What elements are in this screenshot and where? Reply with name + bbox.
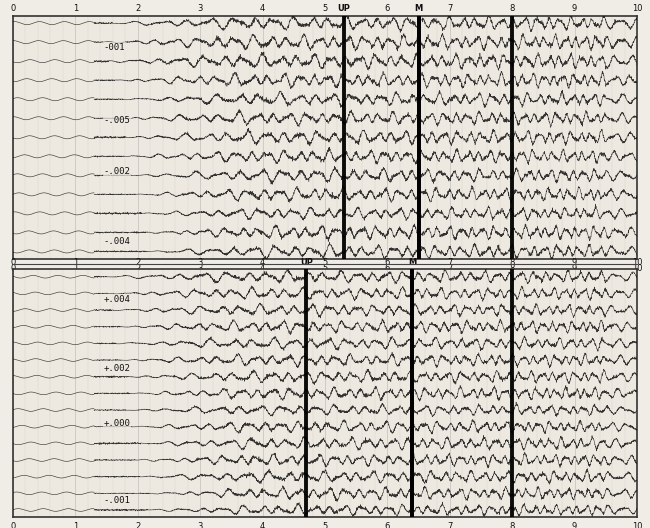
Text: 7: 7	[447, 258, 452, 267]
Text: 2: 2	[135, 522, 140, 528]
Text: 3: 3	[198, 258, 203, 267]
Text: 5: 5	[322, 258, 328, 267]
Text: 5: 5	[322, 263, 328, 272]
Text: 0: 0	[10, 522, 16, 528]
Text: 7: 7	[447, 4, 452, 13]
Text: 6: 6	[385, 4, 390, 13]
Text: 6: 6	[385, 522, 390, 528]
Text: 9: 9	[572, 263, 577, 272]
Text: 1: 1	[73, 4, 78, 13]
Text: 2: 2	[135, 263, 140, 272]
Text: 3: 3	[198, 522, 203, 528]
Text: 3: 3	[198, 263, 203, 272]
Text: 0: 0	[10, 4, 16, 13]
Text: -001: -001	[103, 43, 125, 52]
Text: M: M	[408, 258, 417, 267]
Text: 10: 10	[632, 258, 642, 267]
Text: 1: 1	[73, 258, 78, 267]
Text: +.000: +.000	[103, 419, 131, 428]
Text: -.004: -.004	[103, 237, 131, 246]
Text: 6: 6	[385, 263, 390, 272]
Text: 9: 9	[572, 4, 577, 13]
Text: -.005: -.005	[103, 116, 131, 125]
Text: 5: 5	[322, 522, 328, 528]
Text: UP: UP	[337, 4, 350, 13]
Text: 9: 9	[572, 258, 577, 267]
Text: 7: 7	[447, 522, 452, 528]
Text: 10: 10	[632, 4, 642, 13]
Text: -.002: -.002	[103, 167, 131, 176]
Text: 3: 3	[198, 4, 203, 13]
Text: +.004: +.004	[103, 295, 131, 304]
Text: 10: 10	[632, 263, 642, 272]
Text: 4: 4	[260, 522, 265, 528]
Text: 1: 1	[73, 263, 78, 272]
Text: 10: 10	[632, 522, 642, 528]
Text: 8: 8	[510, 4, 515, 13]
Text: 1: 1	[73, 522, 78, 528]
Text: 0: 0	[10, 263, 16, 272]
Text: 4: 4	[260, 263, 265, 272]
Text: +.002: +.002	[103, 364, 131, 373]
Text: -.001: -.001	[103, 496, 131, 505]
Text: 5: 5	[322, 4, 328, 13]
Text: 4: 4	[260, 258, 265, 267]
Text: 2: 2	[135, 4, 140, 13]
Text: 6: 6	[385, 258, 390, 267]
Text: 7: 7	[447, 263, 452, 272]
Text: 8: 8	[510, 258, 515, 267]
Text: 4: 4	[260, 4, 265, 13]
Text: UP: UP	[300, 258, 313, 267]
Text: M: M	[415, 4, 422, 13]
Text: 9: 9	[572, 522, 577, 528]
Text: 8: 8	[510, 522, 515, 528]
Text: 2: 2	[135, 258, 140, 267]
Text: 0: 0	[10, 258, 16, 267]
Text: 8: 8	[510, 263, 515, 272]
